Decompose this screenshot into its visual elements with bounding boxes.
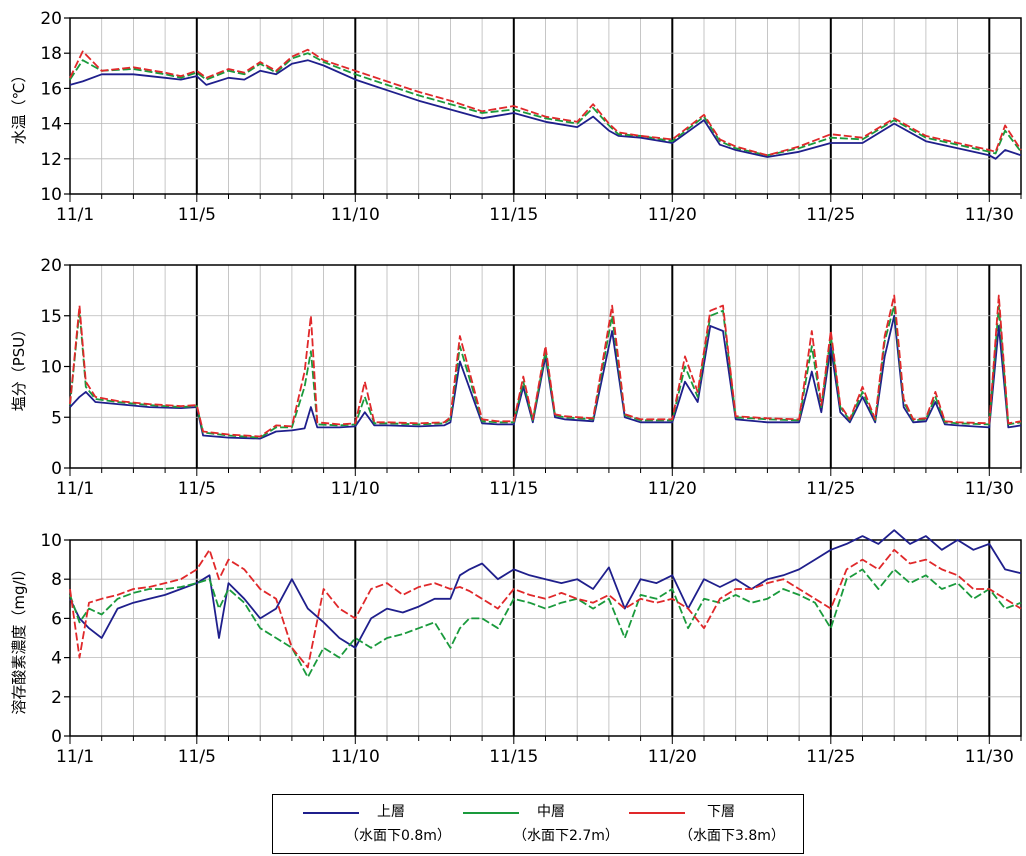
panel-3-y-axis-title: 溶存酸素濃度（mg/l） bbox=[10, 561, 28, 714]
panel-2-xtick-label: 11/1 bbox=[56, 479, 94, 499]
legend: 上層 （水面下0.8m） 中層 （水面下2.7m） 下層 （水面下3.8m） bbox=[272, 794, 804, 854]
legend-item-lower: 下層 （水面下3.8m） bbox=[623, 795, 801, 853]
legend-label-lower: 下層 bbox=[707, 804, 735, 820]
legend-line-lower bbox=[629, 812, 685, 814]
panel-2-series-lower bbox=[69, 294, 1022, 438]
panel-1-ytick-label: 18 bbox=[40, 44, 62, 64]
panel-2-xtick-label: 11/15 bbox=[489, 479, 538, 499]
panel-3-ytick-label: 0 bbox=[51, 727, 62, 747]
panel-3-ytick-label: 8 bbox=[51, 570, 62, 590]
panel-1-ytick-label: 10 bbox=[40, 185, 62, 205]
panel-2-xtick-label: 11/5 bbox=[178, 479, 216, 499]
panel-3-ytick-label: 2 bbox=[51, 688, 62, 708]
panel-1-y-axis-title: 水温（℃） bbox=[10, 68, 28, 145]
panel-1-xtick-label: 11/20 bbox=[648, 205, 697, 225]
panel-3-xtick-label: 11/5 bbox=[178, 747, 216, 767]
panel-1-xtick-label: 11/30 bbox=[965, 205, 1014, 225]
panel-3-xtick-label: 11/15 bbox=[489, 747, 538, 767]
panel-3-xtick-label: 11/1 bbox=[56, 747, 94, 767]
panel-3-xtick-label: 11/25 bbox=[806, 747, 855, 767]
panel-2-ytick-label: 10 bbox=[40, 358, 62, 378]
panel-1-ytick-label: 20 bbox=[40, 9, 62, 29]
legend-line-middle bbox=[463, 812, 519, 814]
panel-2-series-middle bbox=[69, 304, 1022, 439]
panel-1-xtick-label: 11/15 bbox=[489, 205, 538, 225]
panel-3-series-middle bbox=[69, 568, 1022, 679]
panel-2-ytick-label: 15 bbox=[40, 307, 62, 327]
legend-item-upper: 上層 （水面下0.8m） bbox=[293, 795, 453, 853]
panel-3-xtick-label: 11/30 bbox=[965, 747, 1014, 767]
panel-2-ytick-label: 0 bbox=[51, 459, 62, 479]
panel-2-xtick-label: 11/10 bbox=[331, 479, 380, 499]
panel-1-series-upper bbox=[69, 59, 1022, 160]
panel-2-ytick-label: 20 bbox=[40, 256, 62, 276]
panel-1-xtick-label: 11/1 bbox=[56, 205, 94, 225]
panel-1-xtick-label: 11/5 bbox=[178, 205, 216, 225]
panel-3-xtick-label: 11/10 bbox=[331, 747, 380, 767]
legend-depth-upper: （水面下0.8m） bbox=[345, 828, 451, 844]
legend-item-middle: 中層 （水面下2.7m） bbox=[453, 795, 623, 853]
panel-2-ytick-label: 5 bbox=[51, 408, 62, 428]
panel-3-series-upper bbox=[69, 529, 1022, 649]
legend-depth-lower: （水面下3.8m） bbox=[679, 828, 785, 844]
panel-1-series-middle bbox=[69, 52, 1022, 157]
panel-2-xtick-label: 11/25 bbox=[806, 479, 855, 499]
panel-3-ytick-label: 4 bbox=[51, 649, 62, 669]
panel-3-ytick-label: 10 bbox=[40, 531, 62, 551]
panel-2-series-upper bbox=[69, 314, 1022, 440]
panel-3-ytick-label: 6 bbox=[51, 609, 62, 629]
panel-2-y-axis-title: 塩分（PSU） bbox=[10, 322, 28, 412]
panel-3-series-lower bbox=[69, 548, 1022, 669]
panel-1-xtick-label: 11/25 bbox=[806, 205, 855, 225]
legend-line-upper bbox=[303, 812, 359, 814]
panel-2-xtick-label: 11/30 bbox=[965, 479, 1014, 499]
panel-3-xtick-label: 11/20 bbox=[648, 747, 697, 767]
panel-1-ytick-label: 12 bbox=[40, 150, 62, 170]
panel-1-series-lower bbox=[69, 48, 1022, 157]
panel-2-xtick-label: 11/20 bbox=[648, 479, 697, 499]
panel-1-xtick-label: 11/10 bbox=[331, 205, 380, 225]
legend-label-middle: 中層 bbox=[537, 804, 565, 820]
panel-1-ytick-label: 16 bbox=[40, 79, 62, 99]
panel-1-ytick-label: 14 bbox=[40, 115, 62, 135]
legend-label-upper: 上層 bbox=[377, 804, 405, 820]
legend-depth-middle: （水面下2.7m） bbox=[513, 828, 619, 844]
